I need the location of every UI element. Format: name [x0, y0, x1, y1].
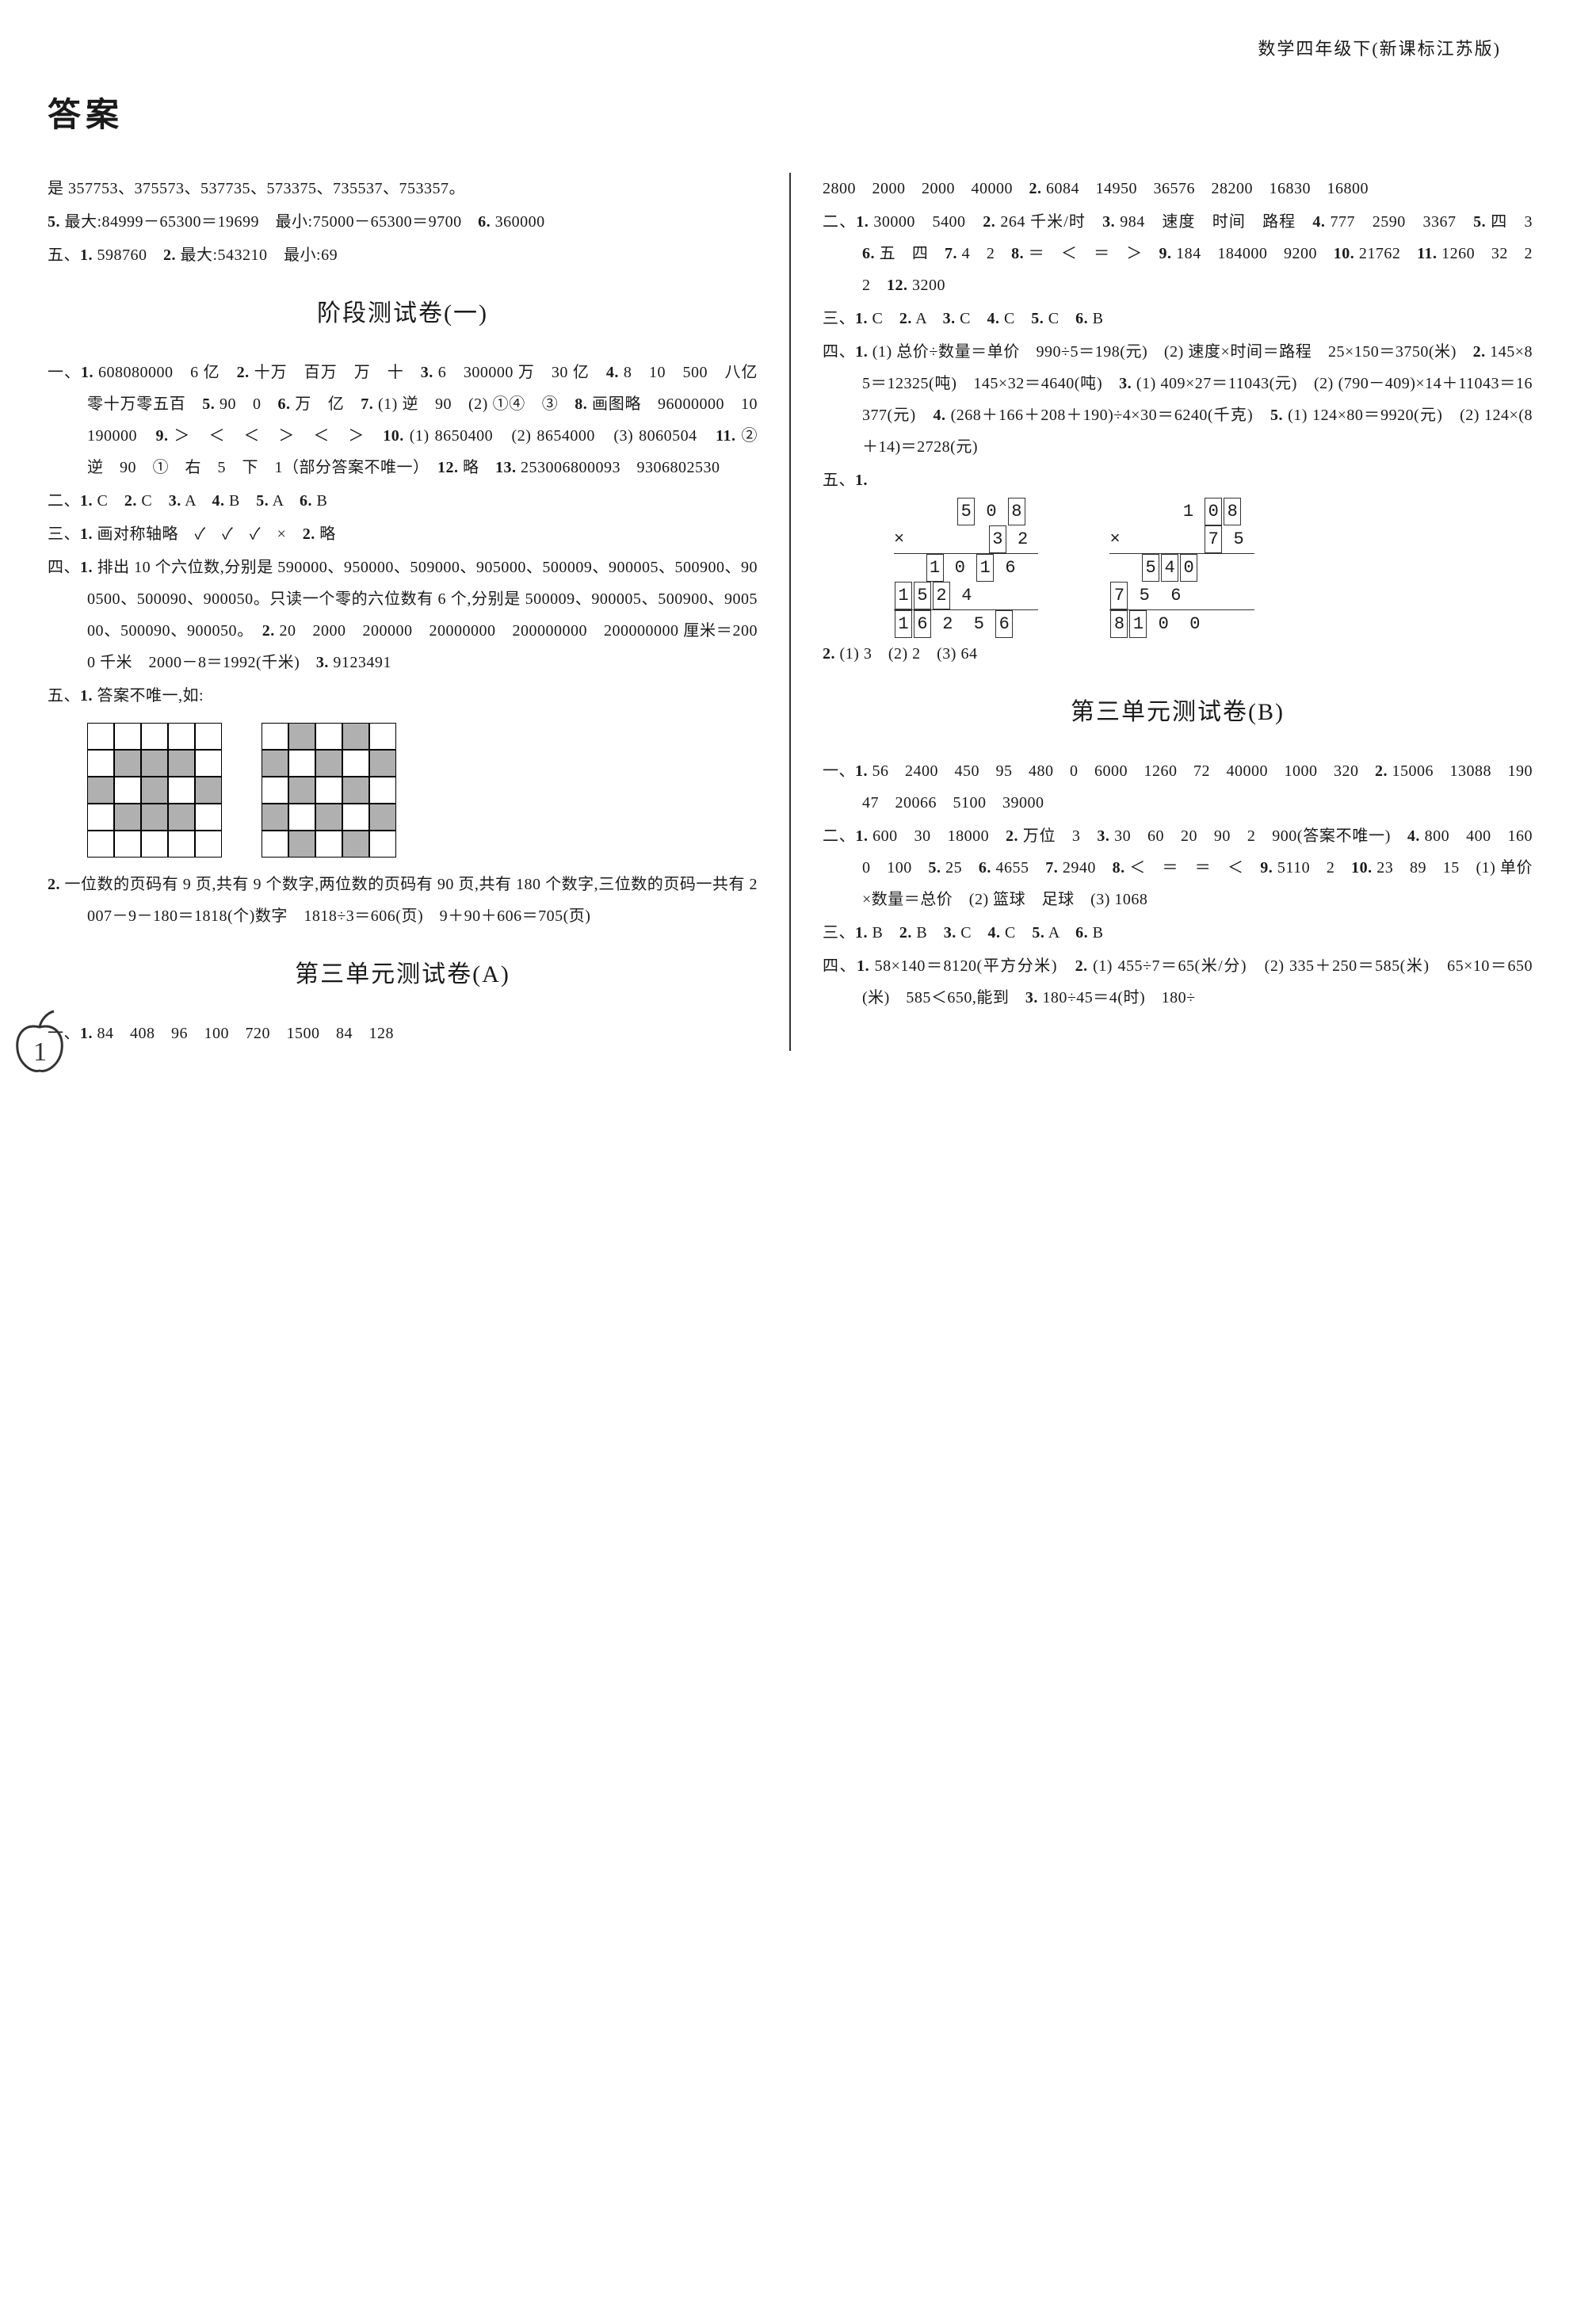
- answer-line: 四、1. (1) 总价÷数量＝单价 990÷5＝198(元) (2) 速度×时间…: [823, 336, 1533, 463]
- grid-cell: [315, 750, 342, 777]
- grid-cell: [168, 831, 195, 858]
- grid-cell: [87, 750, 114, 777]
- grid-cell: [342, 777, 369, 804]
- pattern-grid: [87, 723, 222, 858]
- grid-cell: [288, 804, 315, 831]
- grid-cell: [141, 723, 168, 750]
- grid-cell: [195, 831, 222, 858]
- answer-line: 五、1. 答案不唯一,如:: [48, 680, 758, 712]
- grid-cell: [114, 750, 141, 777]
- answer-line: 四、1. 排出 10 个六位数,分别是 590000、950000、509000…: [48, 552, 758, 678]
- grids-row: [87, 723, 758, 858]
- answer-line: 二、1. C 2. C 3. A 4. B 5. A 6. B: [48, 485, 758, 517]
- grid-cell: [342, 723, 369, 750]
- answer-line: 二、1. 30000 5400 2. 264 千米/时 3. 984 速度 时间…: [823, 206, 1533, 301]
- multiplications-row: 5 0 8 × 3 2 1 0 1 6 152 4 16 2 5 6 1 08 …: [894, 498, 1533, 638]
- grid-cell: [141, 804, 168, 831]
- column-divider: [789, 173, 791, 1051]
- answer-line: 三、1. B 2. B 3. C 4. C 5. A 6. B: [823, 917, 1533, 949]
- grid-cell: [369, 804, 396, 831]
- grid-cell: [262, 804, 288, 831]
- section-title: 第三单元测试卷(B): [823, 689, 1533, 736]
- grid-cell: [195, 777, 222, 804]
- answer-line: 一、1. 56 2400 450 95 480 0 6000 1260 72 4…: [823, 755, 1533, 819]
- page-number: 1: [33, 1037, 47, 1067]
- grid-cell: [168, 750, 195, 777]
- right-column: 2800 2000 2000 40000 2. 6084 14950 36576…: [823, 173, 1533, 1051]
- grid-cell: [141, 777, 168, 804]
- grid-cell: [288, 777, 315, 804]
- answer-line: 二、1. 600 30 18000 2. 万位 3 3. 30 60 20 90…: [823, 820, 1533, 915]
- answer-line: 三、1. C 2. A 3. C 4. C 5. C 6. B: [823, 303, 1533, 334]
- book-header: 数学四年级下(新课标江苏版): [48, 32, 1533, 67]
- grid-cell: [315, 723, 342, 750]
- grid-cell: [262, 723, 288, 750]
- grid-cell: [262, 750, 288, 777]
- grid-cell: [288, 750, 315, 777]
- grid-cell: [288, 723, 315, 750]
- multiplication: 5 0 8 × 3 2 1 0 1 6 152 4 16 2 5 6: [894, 498, 1038, 638]
- grid-cell: [262, 777, 288, 804]
- grid-cell: [342, 831, 369, 858]
- multiplication: 1 08 × 7 5 540 7 5 6 81 0 0: [1109, 498, 1254, 638]
- grid-cell: [114, 804, 141, 831]
- apple-icon: 1: [8, 1003, 71, 1075]
- grid-cell: [114, 777, 141, 804]
- grid-cell: [195, 804, 222, 831]
- grid-cell: [114, 831, 141, 858]
- grid-cell: [369, 831, 396, 858]
- grid-cell: [168, 723, 195, 750]
- grid-cell: [369, 750, 396, 777]
- grid-cell: [87, 831, 114, 858]
- grid-cell: [141, 831, 168, 858]
- grid-cell: [87, 777, 114, 804]
- section-title: 阶段测试卷(一): [48, 290, 758, 338]
- answer-line: 是 357753、375573、537735、573375、735537、753…: [48, 173, 758, 204]
- answer-line: 5. 最大:84999－65300＝19699 最小:75000－65300＝9…: [48, 206, 758, 238]
- answer-line: 一、1. 608080000 6 亿 2. 十万 百万 万 十 3. 6 300…: [48, 357, 758, 483]
- grid-cell: [369, 723, 396, 750]
- grid-cell: [315, 831, 342, 858]
- answer-line: 2. 一位数的页码有 9 页,共有 9 个数字,两位数的页码有 90 页,共有 …: [48, 869, 758, 932]
- grid-cell: [168, 804, 195, 831]
- grid-cell: [315, 777, 342, 804]
- grid-cell: [195, 750, 222, 777]
- grid-cell: [315, 804, 342, 831]
- grid-cell: [195, 723, 222, 750]
- grid-cell: [168, 777, 195, 804]
- answer-line: 五、1. 598760 2. 最大:543210 最小:69: [48, 239, 758, 271]
- left-column: 是 357753、375573、537735、573375、735537、753…: [48, 173, 758, 1051]
- answer-line: 2800 2000 2000 40000 2. 6084 14950 36576…: [823, 173, 1533, 204]
- grid-cell: [342, 804, 369, 831]
- grid-cell: [141, 750, 168, 777]
- answer-line: 五、1.: [823, 464, 1533, 496]
- grid-cell: [114, 723, 141, 750]
- grid-cell: [369, 777, 396, 804]
- answer-line: 三、1. 画对称轴略 ✓ ✓ ✓ × 2. 略: [48, 518, 758, 550]
- grid-cell: [262, 831, 288, 858]
- page-title: 答案: [48, 82, 1533, 149]
- answer-line: 四、1. 58×140＝8120(平方分米) 2. (1) 455÷7＝65(米…: [823, 950, 1533, 1014]
- answer-line: 2. (1) 3 (2) 2 (3) 64: [823, 638, 1533, 670]
- pattern-grid: [262, 723, 396, 858]
- grid-cell: [87, 804, 114, 831]
- section-title: 第三单元测试卷(A): [48, 951, 758, 999]
- grid-cell: [87, 723, 114, 750]
- answer-line: 一、1. 84 408 96 100 720 1500 84 128: [48, 1018, 758, 1049]
- grid-cell: [288, 831, 315, 858]
- grid-cell: [342, 750, 369, 777]
